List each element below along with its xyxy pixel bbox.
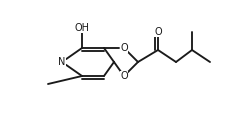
Text: OH: OH <box>74 23 89 33</box>
Text: N: N <box>58 57 65 67</box>
Text: O: O <box>120 43 127 53</box>
Text: O: O <box>120 71 127 81</box>
Text: O: O <box>153 27 161 37</box>
